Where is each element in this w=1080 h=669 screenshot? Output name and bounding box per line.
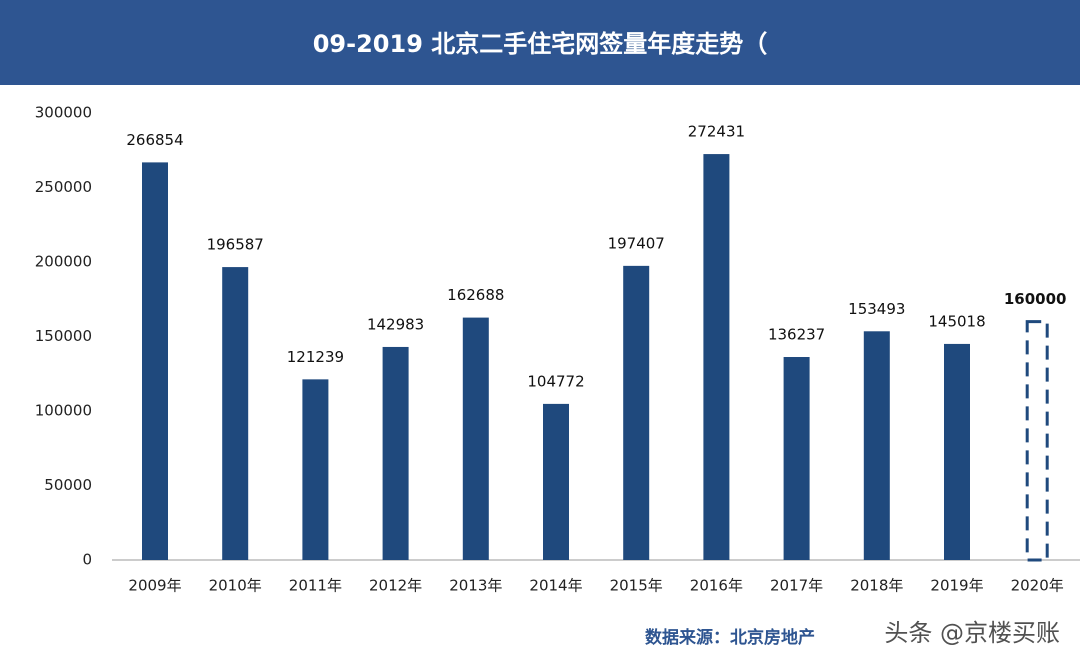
value-label: 153493 — [848, 300, 905, 318]
watermark: 头条 @京楼买账 — [884, 619, 1060, 647]
y-tick-label: 150000 — [35, 327, 92, 345]
value-label: 160000 — [1004, 290, 1067, 308]
chart-title: 09-2019 北京二手住宅网签量年度走势（ — [313, 30, 768, 58]
bar — [142, 162, 168, 560]
x-tick-label: 2009年 — [128, 577, 181, 595]
y-tick-label: 0 — [82, 551, 92, 569]
value-label: 145018 — [928, 312, 985, 330]
value-label: 197407 — [608, 234, 665, 252]
value-label: 142983 — [367, 315, 424, 333]
bar — [783, 357, 810, 560]
x-tick-label: 2018年 — [850, 577, 903, 595]
x-tick-label: 2010年 — [209, 577, 262, 595]
bar — [703, 154, 730, 560]
x-tick-label: 2020年 — [1011, 577, 1064, 595]
source: 数据来源：北京房地产 — [645, 627, 815, 648]
x-tick-label: 2015年 — [610, 577, 663, 595]
y-tick-label: 300000 — [35, 104, 92, 122]
value-label: 104772 — [527, 372, 584, 390]
x-tick-label: 2012年 — [369, 577, 422, 595]
y-tick-label: 200000 — [35, 253, 92, 271]
x-tick-label: 2014年 — [529, 577, 582, 595]
y-tick-label: 50000 — [44, 476, 92, 494]
bar — [543, 403, 569, 560]
value-label: 162688 — [447, 286, 504, 304]
header-band — [0, 0, 1080, 85]
value-label: 121239 — [287, 348, 344, 366]
bar — [302, 379, 329, 560]
x-tick-label: 2016年 — [690, 577, 743, 595]
y-tick-label: 100000 — [35, 402, 92, 420]
y-tick-label: 250000 — [35, 178, 92, 196]
x-tick-label: 2013年 — [449, 577, 502, 595]
value-label: 196587 — [207, 236, 264, 254]
bar — [462, 317, 489, 560]
bar — [863, 331, 890, 560]
x-tick-label: 2011年 — [289, 577, 342, 595]
value-label: 272431 — [688, 123, 745, 141]
bar — [1025, 320, 1049, 562]
bar — [222, 267, 249, 560]
x-tick-label: 2017年 — [770, 577, 823, 595]
bar — [623, 265, 650, 560]
x-tick-label: 2019年 — [930, 577, 983, 595]
value-label: 266854 — [126, 131, 183, 149]
bar — [944, 343, 970, 560]
bar — [382, 346, 409, 560]
value-label: 136237 — [768, 326, 825, 344]
